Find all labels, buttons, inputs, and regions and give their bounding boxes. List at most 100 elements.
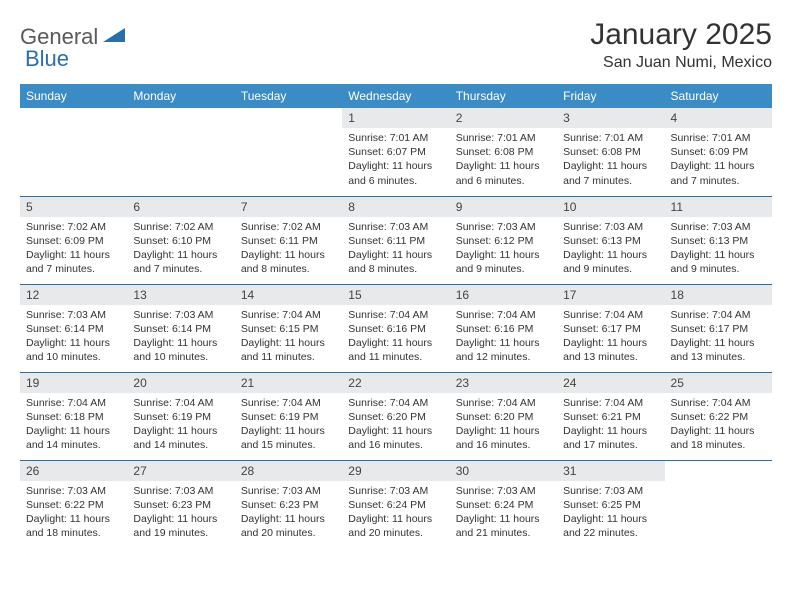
day-number: 17 — [557, 285, 664, 305]
day-content: Sunrise: 7:04 AMSunset: 6:17 PMDaylight:… — [557, 305, 664, 371]
day-number: 6 — [127, 197, 234, 217]
calendar-row: 1Sunrise: 7:01 AMSunset: 6:07 PMDaylight… — [20, 108, 772, 196]
day-number: 1 — [342, 108, 449, 128]
day-number: 12 — [20, 285, 127, 305]
calendar-cell — [665, 460, 772, 548]
calendar-row: 19Sunrise: 7:04 AMSunset: 6:18 PMDayligh… — [20, 372, 772, 460]
calendar-cell: 13Sunrise: 7:03 AMSunset: 6:14 PMDayligh… — [127, 284, 234, 372]
calendar-cell: 26Sunrise: 7:03 AMSunset: 6:22 PMDayligh… — [20, 460, 127, 548]
day-number: 14 — [235, 285, 342, 305]
weekday-header: Wednesday — [342, 84, 449, 108]
day-content: Sunrise: 7:04 AMSunset: 6:15 PMDaylight:… — [235, 305, 342, 371]
day-content: Sunrise: 7:04 AMSunset: 6:17 PMDaylight:… — [665, 305, 772, 371]
day-number: 4 — [665, 108, 772, 128]
day-number: 3 — [557, 108, 664, 128]
day-number: 10 — [557, 197, 664, 217]
calendar-cell: 29Sunrise: 7:03 AMSunset: 6:24 PMDayligh… — [342, 460, 449, 548]
day-number: 9 — [450, 197, 557, 217]
day-content: Sunrise: 7:03 AMSunset: 6:14 PMDaylight:… — [20, 305, 127, 371]
day-content: Sunrise: 7:04 AMSunset: 6:19 PMDaylight:… — [235, 393, 342, 459]
calendar-table: Sunday Monday Tuesday Wednesday Thursday… — [20, 84, 772, 548]
logo-text-part2: Blue — [25, 46, 69, 72]
day-content: Sunrise: 7:02 AMSunset: 6:10 PMDaylight:… — [127, 217, 234, 283]
calendar-cell: 21Sunrise: 7:04 AMSunset: 6:19 PMDayligh… — [235, 372, 342, 460]
day-number: 20 — [127, 373, 234, 393]
calendar-row: 5Sunrise: 7:02 AMSunset: 6:09 PMDaylight… — [20, 196, 772, 284]
day-content: Sunrise: 7:04 AMSunset: 6:20 PMDaylight:… — [450, 393, 557, 459]
calendar-cell: 9Sunrise: 7:03 AMSunset: 6:12 PMDaylight… — [450, 196, 557, 284]
calendar-cell: 10Sunrise: 7:03 AMSunset: 6:13 PMDayligh… — [557, 196, 664, 284]
day-number: 26 — [20, 461, 127, 481]
weekday-header: Friday — [557, 84, 664, 108]
day-content: Sunrise: 7:03 AMSunset: 6:14 PMDaylight:… — [127, 305, 234, 371]
day-content: Sunrise: 7:03 AMSunset: 6:13 PMDaylight:… — [665, 217, 772, 283]
weekday-header: Sunday — [20, 84, 127, 108]
day-number: 22 — [342, 373, 449, 393]
day-number: 2 — [450, 108, 557, 128]
day-number: 16 — [450, 285, 557, 305]
calendar-cell: 30Sunrise: 7:03 AMSunset: 6:24 PMDayligh… — [450, 460, 557, 548]
calendar-cell: 6Sunrise: 7:02 AMSunset: 6:10 PMDaylight… — [127, 196, 234, 284]
calendar-cell — [235, 108, 342, 196]
day-number: 7 — [235, 197, 342, 217]
title-block: January 2025 San Juan Numi, Mexico — [590, 18, 772, 72]
logo-triangle-icon — [103, 26, 125, 49]
weekday-header: Monday — [127, 84, 234, 108]
day-number: 23 — [450, 373, 557, 393]
day-number — [20, 108, 127, 128]
calendar-cell: 7Sunrise: 7:02 AMSunset: 6:11 PMDaylight… — [235, 196, 342, 284]
day-number: 18 — [665, 285, 772, 305]
calendar-cell: 24Sunrise: 7:04 AMSunset: 6:21 PMDayligh… — [557, 372, 664, 460]
day-number: 27 — [127, 461, 234, 481]
weekday-header: Saturday — [665, 84, 772, 108]
calendar-cell: 17Sunrise: 7:04 AMSunset: 6:17 PMDayligh… — [557, 284, 664, 372]
day-number: 13 — [127, 285, 234, 305]
calendar-cell: 8Sunrise: 7:03 AMSunset: 6:11 PMDaylight… — [342, 196, 449, 284]
day-content: Sunrise: 7:04 AMSunset: 6:20 PMDaylight:… — [342, 393, 449, 459]
calendar-cell: 20Sunrise: 7:04 AMSunset: 6:19 PMDayligh… — [127, 372, 234, 460]
day-number: 19 — [20, 373, 127, 393]
day-content: Sunrise: 7:04 AMSunset: 6:16 PMDaylight:… — [342, 305, 449, 371]
calendar-cell: 28Sunrise: 7:03 AMSunset: 6:23 PMDayligh… — [235, 460, 342, 548]
day-content: Sunrise: 7:03 AMSunset: 6:25 PMDaylight:… — [557, 481, 664, 547]
day-content: Sunrise: 7:01 AMSunset: 6:09 PMDaylight:… — [665, 128, 772, 194]
day-content: Sunrise: 7:02 AMSunset: 6:11 PMDaylight:… — [235, 217, 342, 283]
calendar-cell: 11Sunrise: 7:03 AMSunset: 6:13 PMDayligh… — [665, 196, 772, 284]
day-number — [665, 461, 772, 481]
calendar-cell — [20, 108, 127, 196]
calendar-cell: 2Sunrise: 7:01 AMSunset: 6:08 PMDaylight… — [450, 108, 557, 196]
calendar-cell: 5Sunrise: 7:02 AMSunset: 6:09 PMDaylight… — [20, 196, 127, 284]
calendar-cell: 19Sunrise: 7:04 AMSunset: 6:18 PMDayligh… — [20, 372, 127, 460]
month-title: January 2025 — [590, 18, 772, 52]
day-content: Sunrise: 7:04 AMSunset: 6:19 PMDaylight:… — [127, 393, 234, 459]
calendar-cell: 3Sunrise: 7:01 AMSunset: 6:08 PMDaylight… — [557, 108, 664, 196]
day-content: Sunrise: 7:04 AMSunset: 6:22 PMDaylight:… — [665, 393, 772, 459]
day-number: 15 — [342, 285, 449, 305]
calendar-cell: 18Sunrise: 7:04 AMSunset: 6:17 PMDayligh… — [665, 284, 772, 372]
day-number: 5 — [20, 197, 127, 217]
day-number: 21 — [235, 373, 342, 393]
day-content: Sunrise: 7:03 AMSunset: 6:24 PMDaylight:… — [342, 481, 449, 547]
day-content: Sunrise: 7:01 AMSunset: 6:07 PMDaylight:… — [342, 128, 449, 194]
day-content: Sunrise: 7:03 AMSunset: 6:24 PMDaylight:… — [450, 481, 557, 547]
day-content: Sunrise: 7:02 AMSunset: 6:09 PMDaylight:… — [20, 217, 127, 283]
day-content: Sunrise: 7:03 AMSunset: 6:22 PMDaylight:… — [20, 481, 127, 547]
day-number: 25 — [665, 373, 772, 393]
calendar-body: 1Sunrise: 7:01 AMSunset: 6:07 PMDaylight… — [20, 108, 772, 548]
day-number: 24 — [557, 373, 664, 393]
calendar-cell: 14Sunrise: 7:04 AMSunset: 6:15 PMDayligh… — [235, 284, 342, 372]
calendar-cell: 15Sunrise: 7:04 AMSunset: 6:16 PMDayligh… — [342, 284, 449, 372]
calendar-cell: 1Sunrise: 7:01 AMSunset: 6:07 PMDaylight… — [342, 108, 449, 196]
day-number: 8 — [342, 197, 449, 217]
day-content: Sunrise: 7:04 AMSunset: 6:18 PMDaylight:… — [20, 393, 127, 459]
day-content: Sunrise: 7:03 AMSunset: 6:11 PMDaylight:… — [342, 217, 449, 283]
day-number: 30 — [450, 461, 557, 481]
calendar-cell: 4Sunrise: 7:01 AMSunset: 6:09 PMDaylight… — [665, 108, 772, 196]
calendar-row: 26Sunrise: 7:03 AMSunset: 6:22 PMDayligh… — [20, 460, 772, 548]
calendar-row: 12Sunrise: 7:03 AMSunset: 6:14 PMDayligh… — [20, 284, 772, 372]
weekday-header: Tuesday — [235, 84, 342, 108]
calendar-cell: 12Sunrise: 7:03 AMSunset: 6:14 PMDayligh… — [20, 284, 127, 372]
calendar-cell — [127, 108, 234, 196]
day-number: 31 — [557, 461, 664, 481]
calendar-cell: 25Sunrise: 7:04 AMSunset: 6:22 PMDayligh… — [665, 372, 772, 460]
